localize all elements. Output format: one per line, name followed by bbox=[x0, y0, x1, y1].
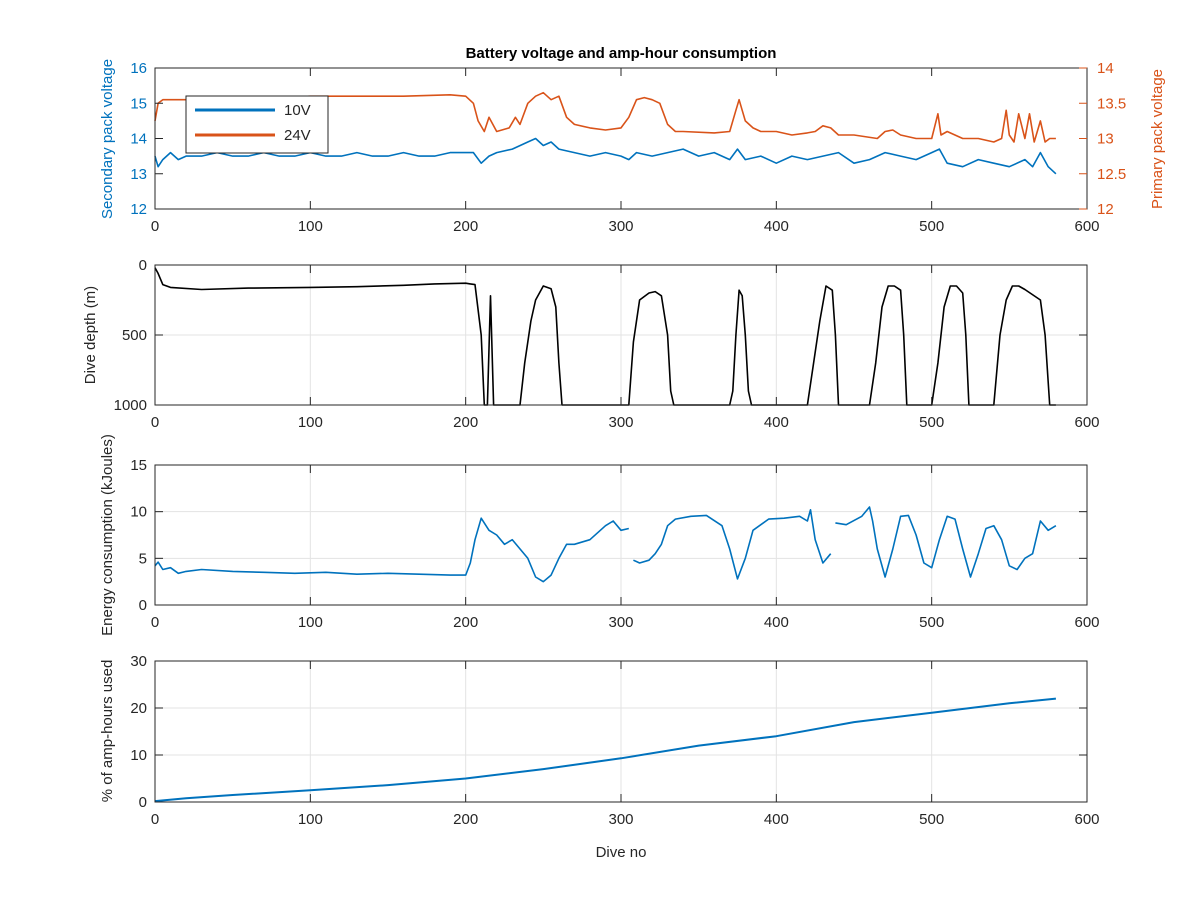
legend-label-24v: 24V bbox=[284, 127, 311, 144]
energy-xtick-label: 0 bbox=[151, 614, 159, 631]
voltage-xtick-label: 300 bbox=[608, 218, 633, 235]
depth-xtick-label: 600 bbox=[1074, 414, 1099, 431]
amphour-ticks: 0 100 200 300 400 500 600 0 10 20 30 bbox=[130, 653, 1099, 828]
energy-xtick-label: 400 bbox=[764, 614, 789, 631]
voltage-ytick-label: 16 bbox=[130, 60, 147, 77]
amphour-xtick-label: 100 bbox=[298, 811, 323, 828]
amphour-xtick-label: 0 bbox=[151, 811, 159, 828]
energy-ytick-label: 0 bbox=[139, 597, 147, 614]
voltage-series-line-24v bbox=[154, 91, 1056, 143]
voltage-panel: 0 100 200 300 400 500 60012131415161212.51313.… bbox=[99, 45, 1166, 235]
amphour-ytick-label: 10 bbox=[130, 747, 147, 764]
depth-xtick-label: 0 bbox=[151, 414, 159, 431]
energy-xtick-label: 100 bbox=[298, 614, 323, 631]
amphour-series-line-0 bbox=[154, 697, 1057, 803]
voltage-xtick-label: 0 bbox=[151, 218, 159, 235]
amphour-panel: 0 100 200 300 400 500 600 0 10 20 30 % of amp-hour… bbox=[99, 653, 1100, 861]
amphour-ytick-label: 20 bbox=[130, 700, 147, 717]
energy-panel: 0 100 200 300 400 500 600 0 5 10 15 Energy consump… bbox=[99, 434, 1100, 636]
voltage-xtick-label: 500 bbox=[919, 218, 944, 235]
legend-box bbox=[185, 95, 329, 154]
primary-voltage-label: Primary pack voltage bbox=[1149, 69, 1166, 209]
voltage-ytick-label: 13 bbox=[130, 166, 147, 183]
energy-ytick-label: 5 bbox=[139, 550, 147, 567]
voltage-series-line-10v bbox=[154, 137, 1057, 175]
depth-axis-label: Dive depth (m) bbox=[82, 286, 99, 384]
voltage-xtick-label: 400 bbox=[764, 218, 789, 235]
depth-xtick-label: 400 bbox=[764, 414, 789, 431]
voltage-ytick-label: 14 bbox=[130, 131, 147, 148]
depth-xtick-label: 200 bbox=[453, 414, 478, 431]
energy-xtick-label: 500 bbox=[919, 614, 944, 631]
voltage-ytick-label-right: 12 bbox=[1097, 201, 1114, 218]
energy-series-line-0 bbox=[154, 506, 1057, 583]
chart-title: Battery voltage and amp-hour consumption bbox=[466, 45, 777, 62]
amphour-xtick-label: 300 bbox=[608, 811, 633, 828]
depth-xtick-label: 100 bbox=[298, 414, 323, 431]
energy-xtick-label: 200 bbox=[453, 614, 478, 631]
voltage-ytick-label-right: 13 bbox=[1097, 131, 1114, 148]
energy-xtick-label: 600 bbox=[1074, 614, 1099, 631]
amphour-xtick-label: 400 bbox=[764, 811, 789, 828]
voltage-ytick-label-right: 14 bbox=[1097, 60, 1114, 77]
depth-xtick-label: 500 bbox=[919, 414, 944, 431]
amphour-ytick-label: 30 bbox=[130, 653, 147, 670]
voltage-series bbox=[154, 91, 1057, 175]
energy-xtick-label: 300 bbox=[608, 614, 633, 631]
energy-ytick-label: 10 bbox=[130, 504, 147, 521]
energy-series bbox=[154, 506, 1057, 583]
energy-ticks: 0 100 200 300 400 500 600 0 5 10 15 bbox=[130, 457, 1099, 631]
voltage-ytick-label-right: 13.5 bbox=[1097, 95, 1126, 112]
voltage-xtick-label: 100 bbox=[298, 218, 323, 235]
depth-ytick-label: 500 bbox=[122, 327, 147, 344]
voltage-xtick-label: 200 bbox=[453, 218, 478, 235]
amphour-xtick-label: 600 bbox=[1074, 811, 1099, 828]
legend[interactable]: 10V 24V bbox=[185, 95, 329, 154]
energy-axis-label: Energy consumption (kJoules) bbox=[99, 434, 116, 636]
amphour-axis-label: % of amp-hours used bbox=[99, 660, 116, 803]
depth-ticks: 0 100 200 300 400 500 600 0 500 1000 bbox=[114, 257, 1100, 431]
depth-ytick-label: 0 bbox=[139, 257, 147, 274]
depth-panel: 0 100 200 300 400 500 600 0 500 1000 Dive depth (… bbox=[82, 257, 1100, 431]
voltage-xtick-label: 600 bbox=[1074, 218, 1099, 235]
voltage-ytick-label-right: 12.5 bbox=[1097, 166, 1126, 183]
secondary-voltage-label: Secondary pack voltage bbox=[99, 59, 116, 219]
voltage-ytick-label: 12 bbox=[130, 201, 147, 218]
amphour-ytick-label: 0 bbox=[139, 794, 147, 811]
depth-ytick-label: 1000 bbox=[114, 397, 147, 414]
energy-ytick-label: 15 bbox=[130, 457, 147, 474]
amphour-series bbox=[154, 697, 1057, 803]
voltage-ticks: 0 100 200 300 400 500 60012131415161212.51313.… bbox=[130, 60, 1126, 235]
depth-xtick-label: 300 bbox=[608, 414, 633, 431]
voltage-ytick-label: 15 bbox=[130, 95, 147, 112]
x-axis-label: Dive no bbox=[596, 844, 647, 861]
legend-label-10v: 10V bbox=[284, 102, 311, 119]
amphour-xtick-label: 200 bbox=[453, 811, 478, 828]
amphour-xtick-label: 500 bbox=[919, 811, 944, 828]
